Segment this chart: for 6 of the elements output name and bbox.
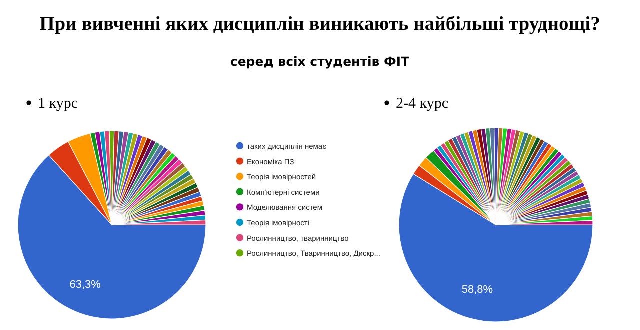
data-label: 58,8% [462, 284, 494, 296]
data-label: 63,3% [70, 279, 102, 292]
text: 2-4 курс [396, 96, 449, 112]
chart-subtitle: серед всіх студентів ФІТ [230, 54, 410, 69]
text: 1 курс [38, 96, 78, 112]
chart-title: При вивченні яких дисциплін виникають найбільші труднощі? [40, 14, 600, 35]
